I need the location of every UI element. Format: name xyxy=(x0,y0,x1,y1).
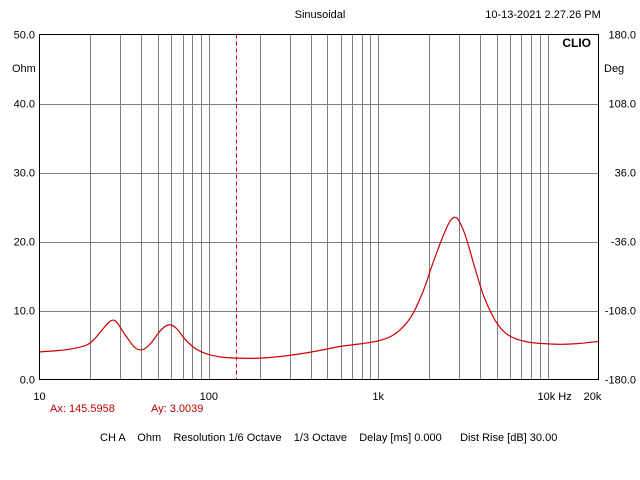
cursor-y-readout: Ay: 3.0039 xyxy=(151,403,203,415)
y-tick-label: 50.0 xyxy=(14,30,35,42)
chart-title: Sinusoidal xyxy=(295,9,346,21)
y-tick-label: 0.0 xyxy=(20,375,35,387)
y-tick-label: 40.0 xyxy=(14,99,35,111)
plot-frame xyxy=(39,34,599,380)
grid-lines xyxy=(39,34,599,380)
y2-tick-label: -36.0 xyxy=(611,237,636,249)
cursor-x-readout: Ax: 145.5958 xyxy=(50,403,115,415)
x-tick-label: 1k xyxy=(372,391,384,403)
x-tick-label: 10 xyxy=(33,391,45,403)
y-axis-unit: Ohm xyxy=(12,63,36,75)
measurement-settings: CH A Ohm Resolution 1/6 Octave 1/3 Octav… xyxy=(100,432,557,444)
x-tick-label: 100 xyxy=(200,391,218,403)
x-tick-label: 20k xyxy=(584,391,602,403)
y2-axis-unit: Deg xyxy=(604,63,624,75)
y-axis-ticks: 50.0 40.0 30.0 20.0 10.0 0.0 xyxy=(14,30,35,387)
y2-tick-label: 36.0 xyxy=(615,168,636,180)
y2-tick-label: 108.0 xyxy=(608,99,636,111)
x-tick-label: 10k Hz xyxy=(538,391,572,403)
y2-tick-label: -108.0 xyxy=(605,306,636,318)
y2-tick-label: -180.0 xyxy=(605,375,636,387)
y-tick-label: 30.0 xyxy=(14,168,35,180)
x-axis-ticks: 10 100 1k 10k Hz 20k xyxy=(33,391,601,403)
y-tick-label: 10.0 xyxy=(14,306,35,318)
y2-axis-ticks: 180.0 108.0 36.0 -36.0 -108.0 -180.0 xyxy=(605,30,636,387)
y-tick-label: 20.0 xyxy=(14,237,35,249)
y2-tick-label: 180.0 xyxy=(608,30,636,42)
impedance-curve xyxy=(39,216,599,359)
timestamp: 10-13-2021 2.27.26 PM xyxy=(485,9,601,21)
brand-label: CLIO xyxy=(562,36,591,50)
